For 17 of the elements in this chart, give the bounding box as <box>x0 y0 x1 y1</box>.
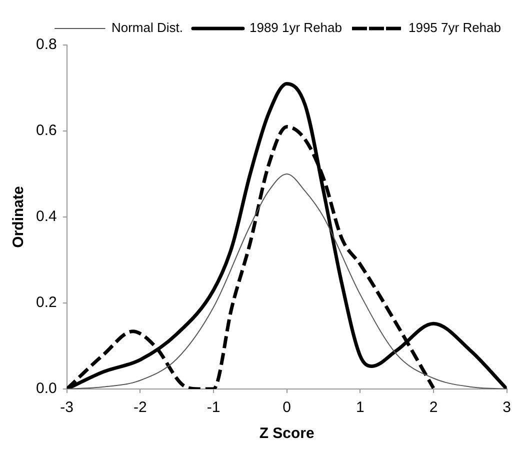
x-tick-label: -2 <box>134 399 147 416</box>
x-tick-label: 1 <box>356 399 364 416</box>
legend-label: 1989 1yr Rehab <box>249 20 342 36</box>
x-axis-title: Z Score <box>259 425 314 442</box>
x-tick-label: 0 <box>282 399 292 416</box>
legend-label: Normal Dist. <box>111 20 183 36</box>
y-tick-label: 0.4 <box>36 208 57 226</box>
legend-label: 1995 7yr Rehab <box>408 20 502 36</box>
x-tick-label: -1 <box>206 399 220 416</box>
y-tick-label: 0.6 <box>36 122 57 140</box>
x-tick-label: 3 <box>502 399 511 416</box>
y-tick-label: 0.0 <box>36 380 57 398</box>
x-tick-label: -3 <box>60 399 74 416</box>
y-tick-label: 0.8 <box>36 36 57 54</box>
y-tick-label: 0.2 <box>36 294 57 312</box>
y-axis-title: Ordinate <box>10 186 28 248</box>
x-tick-label: 2 <box>429 399 438 416</box>
